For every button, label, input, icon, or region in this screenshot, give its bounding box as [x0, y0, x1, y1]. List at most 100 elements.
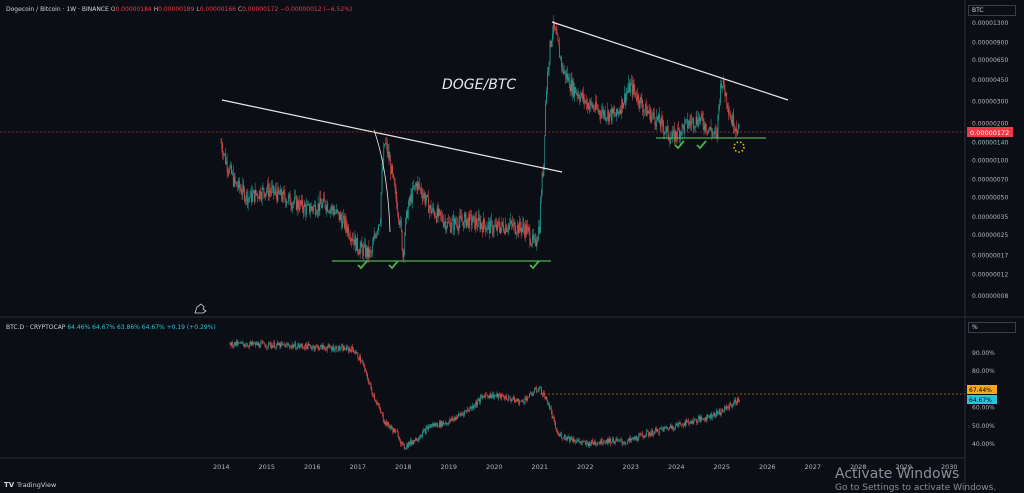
check-mark-icon [357, 260, 368, 270]
main-candle [434, 211, 435, 218]
main-candle [540, 194, 542, 202]
main-candle [319, 198, 321, 211]
currency-button[interactable]: BTC [968, 5, 1016, 16]
sub-candle [700, 416, 702, 422]
sub-candle [638, 434, 640, 440]
main-candle [538, 227, 539, 239]
main-candle [442, 216, 443, 222]
main-candle [498, 222, 499, 224]
main-candle [606, 117, 608, 119]
percent-button[interactable]: % [968, 322, 1016, 333]
sub-candle [386, 421, 388, 426]
time-axis: 2014 2015 2016 2017 2018 2019 2020 2021 2022 2023… [213, 463, 958, 471]
sub-candle [729, 402, 731, 409]
sub-candle [389, 425, 390, 428]
main-candle [491, 220, 492, 223]
sub-candle [382, 412, 383, 415]
main-candle [304, 204, 306, 207]
main-candle [634, 90, 636, 93]
sub-candle [445, 423, 446, 425]
time-tick-label: 2018 [395, 463, 412, 471]
sub-candle [339, 345, 340, 350]
sub-candle [718, 409, 720, 413]
main-candle [597, 108, 599, 112]
main-candle [666, 127, 667, 133]
sub-candle [653, 434, 654, 435]
main-candle [706, 131, 707, 132]
sub-candle [499, 393, 500, 395]
sub-candle [359, 356, 360, 361]
main-candle [535, 239, 537, 246]
check-mark-icon [674, 140, 685, 150]
high-label: H [153, 6, 159, 13]
sub-candle [260, 342, 262, 348]
sub-candle [634, 436, 636, 439]
percent-tick-label: 60.00% [972, 405, 995, 412]
sub-candle [519, 401, 521, 404]
main-candle [316, 212, 318, 215]
main-candle [241, 193, 243, 195]
sub-candle [452, 418, 454, 421]
sub-candle [451, 418, 452, 421]
sub-candle [560, 434, 562, 435]
main-candle [518, 224, 519, 234]
main-candle [423, 194, 425, 196]
main-candle [580, 96, 581, 102]
sub-symbol-name[interactable]: BTC.D · CRYPTOCAP [6, 324, 66, 331]
main-candle [247, 198, 249, 205]
sub-candle [523, 402, 525, 404]
symbol-name[interactable]: Dogecoin / Bitcoin · 1W · BINANCE [6, 6, 109, 13]
sub-candle [660, 428, 661, 429]
sub-candle [297, 345, 298, 349]
main-candle [427, 195, 428, 197]
main-candle [595, 102, 596, 110]
main-candle [263, 188, 265, 193]
main-candle [586, 100, 588, 109]
main-candle [431, 211, 433, 214]
main-candle [461, 217, 462, 222]
sub-candle [484, 395, 486, 398]
sub-candle [634, 436, 635, 440]
sub-candle [367, 373, 368, 379]
main-candle [386, 143, 388, 154]
sub-candle [375, 399, 376, 402]
sub-candle [654, 430, 655, 435]
sub-candle [734, 399, 736, 402]
sub-candle [302, 345, 304, 348]
sub-candle [362, 361, 364, 365]
main-candle [576, 93, 578, 96]
sub-candle [714, 412, 716, 417]
sub-candle [581, 442, 583, 443]
main-candle [459, 215, 461, 223]
sub-candle [583, 441, 584, 442]
sub-candle [651, 429, 653, 434]
main-candle [267, 184, 269, 197]
sub-candle [534, 389, 535, 393]
main-candle [389, 160, 391, 161]
main-candles [220, 15, 740, 264]
main-candle [257, 194, 259, 198]
brand-logo[interactable]: TV TradingView [4, 481, 57, 489]
sub-candle [307, 343, 309, 350]
sub-candle [683, 422, 685, 426]
check-mark-icon [529, 260, 540, 270]
sub-candle [352, 346, 353, 350]
sub-candle [410, 440, 412, 444]
main-candle [707, 131, 708, 133]
main-candle [432, 207, 434, 212]
main-candle [368, 247, 370, 257]
sub-candle [298, 344, 299, 346]
main-candle [252, 193, 253, 202]
sub-candle [236, 341, 238, 345]
main-candle [355, 236, 357, 251]
main-candle [710, 127, 712, 132]
sub-candle [724, 406, 725, 411]
sub-candle [564, 435, 565, 439]
sub-candle [346, 346, 347, 351]
main-candle [587, 103, 588, 109]
main-candle [301, 199, 302, 205]
main-candle [498, 223, 500, 230]
main-candle [569, 87, 571, 92]
main-candle [656, 116, 658, 127]
